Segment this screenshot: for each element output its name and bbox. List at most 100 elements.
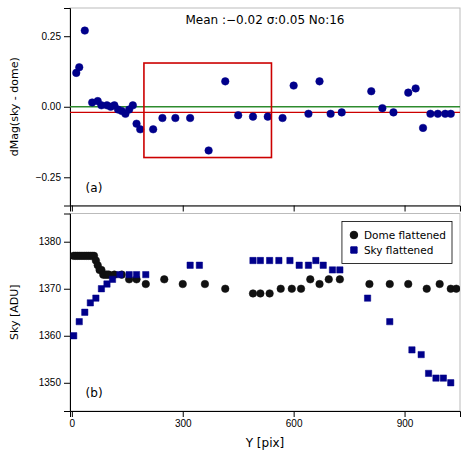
point [447, 110, 455, 118]
point [249, 113, 257, 121]
legend-item: Dome flattened [350, 229, 446, 241]
point [337, 267, 343, 273]
point [221, 285, 229, 293]
tick-mark [405, 206, 406, 212]
point [427, 110, 435, 118]
point [257, 257, 263, 263]
point [418, 351, 424, 357]
tick-mark [183, 411, 184, 417]
tick-mark [64, 177, 70, 178]
point [249, 290, 257, 298]
point [305, 262, 311, 268]
axis-line [64, 214, 71, 412]
tick-mark [64, 383, 70, 384]
point [93, 295, 99, 301]
legend-symbol [351, 247, 357, 253]
region [144, 63, 272, 158]
tick: 1370 [39, 283, 70, 294]
point [296, 262, 302, 268]
point [82, 309, 88, 315]
point [109, 276, 115, 282]
point [81, 27, 89, 35]
x-axis-title: Y [pix] [245, 436, 285, 450]
tick [294, 206, 295, 212]
legend-item: Sky flattened [351, 244, 434, 256]
point [75, 63, 83, 71]
point [386, 280, 394, 288]
tick: −0.25 [36, 172, 70, 183]
point [136, 126, 144, 134]
legend-label: Dome flattened [364, 229, 446, 241]
point [336, 276, 344, 284]
tick-mark [64, 107, 70, 108]
point [129, 102, 137, 110]
point [366, 280, 374, 288]
point [186, 114, 194, 122]
tick-label: 900 [397, 418, 414, 429]
tick-label: 600 [286, 418, 303, 429]
plot-area [70, 27, 460, 158]
point [419, 124, 427, 132]
point [288, 285, 296, 293]
y-axis: 1350 1360 1370 1380 [39, 214, 71, 412]
point [440, 375, 446, 381]
point [287, 257, 293, 263]
tick: 900 [397, 411, 414, 429]
tick-label: 300 [175, 418, 192, 429]
point [76, 318, 82, 324]
tick-mark [294, 206, 295, 212]
axis-line [71, 206, 461, 212]
point [179, 280, 187, 288]
tick: 0.25 [42, 31, 70, 42]
point [316, 280, 324, 288]
point [436, 280, 444, 288]
tick [72, 206, 73, 212]
legend-frame [342, 222, 452, 264]
point [434, 110, 442, 118]
annotation: (b) [86, 386, 103, 400]
tick-label: 0.25 [42, 31, 62, 42]
point [276, 257, 282, 263]
tick-label: 1360 [39, 330, 62, 341]
point [201, 280, 209, 288]
tick-label: 0.00 [42, 101, 62, 112]
y-axis: −0.25 0.00 0.25 [36, 9, 71, 207]
point [187, 262, 193, 268]
tick-mark [64, 36, 70, 37]
point [316, 78, 324, 86]
point [367, 87, 375, 95]
tick: 1350 [39, 377, 70, 388]
point [143, 271, 149, 277]
tick-mark [405, 411, 406, 417]
tick [405, 206, 406, 212]
point [425, 370, 431, 376]
point [290, 82, 298, 90]
x-axis [71, 206, 461, 212]
point [379, 104, 387, 112]
panel: 03006009001350136013701380(b)Sky [ADU]Y … [8, 214, 461, 451]
tick-label: −0.25 [36, 172, 62, 183]
title: Mean :−0.02 σ:0.05 No:16 [186, 13, 345, 27]
point [433, 375, 439, 381]
point [320, 262, 326, 268]
point [159, 114, 167, 122]
point [126, 271, 132, 277]
point [297, 285, 305, 293]
point [327, 110, 335, 118]
plot-area [70, 252, 460, 386]
point [448, 380, 454, 386]
point [266, 290, 274, 298]
point [453, 285, 460, 293]
point [196, 262, 202, 268]
tick-mark [64, 242, 70, 243]
tick-label: 1350 [39, 377, 62, 388]
point [172, 114, 180, 122]
x-axis: 0300600900 [70, 411, 461, 429]
panel: −0.250.000.25Mean :−0.02 σ:0.05 No:16(a)… [8, 8, 461, 212]
tick: 1380 [39, 236, 70, 247]
point [264, 113, 272, 121]
point [305, 110, 313, 118]
point [71, 333, 77, 339]
plot-frame [70, 214, 460, 412]
point [142, 280, 150, 288]
